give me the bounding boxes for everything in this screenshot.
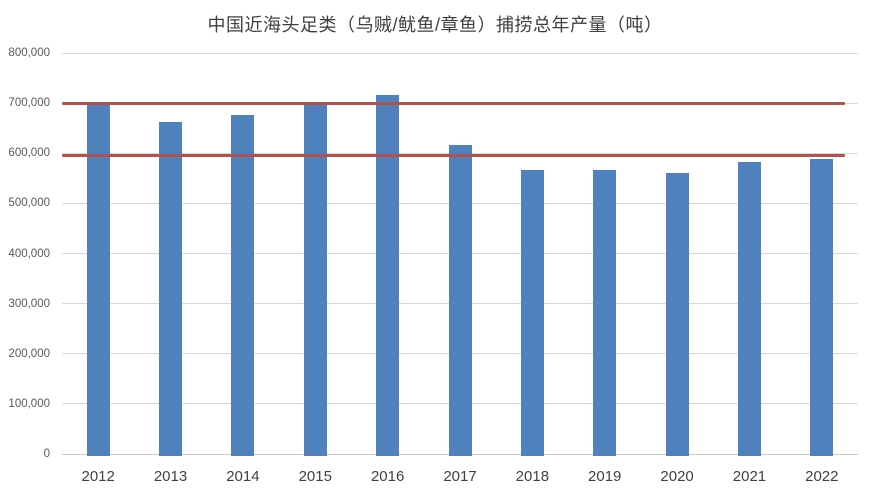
lower-reference-line	[62, 154, 845, 158]
y-tick-label: 800,000	[8, 47, 50, 59]
chart-title: 中国近海头足类（乌贼/鱿鱼/章鱼）捕捞总年产量（吨）	[207, 15, 663, 35]
y-tick-label: 500,000	[8, 197, 50, 210]
bar-2016	[376, 95, 400, 456]
x-tick-label-2013: 2013	[153, 468, 188, 485]
y-tick-label: 600,000	[8, 147, 50, 160]
y-tick-label: 400,000	[8, 247, 50, 260]
bar-2014	[231, 115, 255, 456]
upper-reference-line	[62, 101, 845, 105]
bar-2022	[810, 158, 834, 456]
bar-2017	[448, 145, 472, 456]
y-tick-label: 200,000	[8, 347, 50, 360]
bar-2015	[303, 104, 327, 456]
x-tick-label-2015: 2015	[298, 468, 332, 485]
x-tick-label-2019: 2019	[588, 468, 622, 485]
x-tick-label-2021: 2021	[732, 468, 767, 485]
x-tick-label-2020: 2020	[660, 468, 694, 485]
y-tick-label: 0	[43, 448, 50, 460]
bar-2013	[159, 122, 183, 456]
y-tick-label: 700,000	[8, 97, 50, 110]
x-tick-label-2017: 2017	[443, 468, 477, 485]
y-tick-label: 100,000	[8, 397, 50, 410]
x-tick-label-2014: 2014	[226, 468, 260, 485]
x-tick-label-2018: 2018	[515, 468, 550, 485]
gridline	[62, 52, 858, 54]
x-tick-label-2012: 2012	[81, 468, 115, 485]
x-tick-label-2016: 2016	[370, 468, 405, 485]
x-tick-label-2022: 2022	[805, 468, 839, 485]
bar-2021	[737, 161, 761, 456]
bar-2012	[86, 105, 110, 456]
y-tick-label: 300,000	[8, 297, 50, 310]
bar-2018	[520, 170, 544, 456]
bar-2020	[665, 173, 689, 456]
bar-2019	[593, 169, 617, 456]
